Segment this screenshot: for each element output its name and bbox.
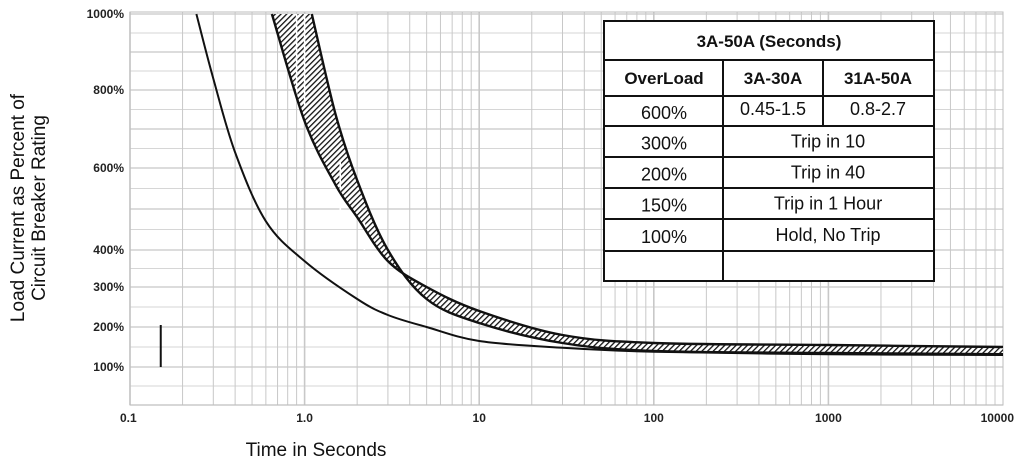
table-cell-trip-time: Hold, No Trip	[775, 225, 880, 245]
y-tick-label: 1000%	[87, 7, 125, 21]
y-tick-label: 600%	[93, 161, 124, 175]
table-cell-overload: 150%	[641, 196, 687, 216]
table-header-31a-50a: 31A-50A	[844, 69, 912, 88]
x-tick-label: 1000	[815, 411, 842, 425]
table-cell-trip-time: Trip in 1 Hour	[774, 194, 882, 214]
x-tick-label: 1.0	[296, 411, 313, 425]
x-tick-label: 0.1	[120, 411, 137, 425]
y-tick-label: 400%	[93, 243, 124, 257]
table-cell-overload: 200%	[641, 165, 687, 185]
table-background	[605, 22, 933, 280]
y-tick-label: 300%	[93, 280, 124, 294]
upper-band-curve	[310, 13, 1004, 356]
y-axis-title-line: Load Current as Percent of	[8, 93, 29, 322]
overload-table: 3A-50A (Seconds) OverLoad 3A-30A 31A-50A 600…	[603, 20, 935, 282]
axis-titles: Time in Seconds Load Current as Percent o…	[8, 93, 386, 461]
table-header-3a-30a: 3A-30A	[744, 69, 803, 88]
x-tick-label: 10000	[981, 411, 1015, 425]
table-cell-overload: 600%	[641, 103, 687, 123]
table-header-overload: OverLoad	[624, 69, 703, 88]
table-cell-overload: 100%	[641, 227, 687, 247]
table-cell-trip-time: Trip in 10	[791, 132, 865, 152]
trip-curves	[195, 13, 1004, 356]
plot-frame	[129, 11, 1004, 406]
x-tick-label: 100	[644, 411, 664, 425]
outer-band-curve	[270, 13, 1004, 349]
x-axis-title: Time in Seconds	[246, 440, 387, 461]
y-tick-label: 800%	[93, 83, 124, 97]
y-tick-label: 200%	[93, 320, 124, 334]
y-axis-title-line: Circuit Breaker Rating	[29, 115, 50, 301]
table-cell-31a-50a: 0.8-2.7	[850, 99, 906, 119]
table-cell-trip-time: Trip in 40	[791, 163, 865, 183]
table-cell-3a-30a: 0.45-1.5	[740, 99, 806, 119]
y-tick-label: 100%	[93, 360, 124, 374]
x-tick-label: 10	[473, 411, 487, 425]
table-cell-overload: 300%	[641, 134, 687, 154]
table-title: 3A-50A (Seconds)	[697, 32, 842, 51]
axis-ticks: 100% 200% 300% 400% 600% 800% 1000% 0.1 1.0 10 100…	[87, 7, 1015, 425]
